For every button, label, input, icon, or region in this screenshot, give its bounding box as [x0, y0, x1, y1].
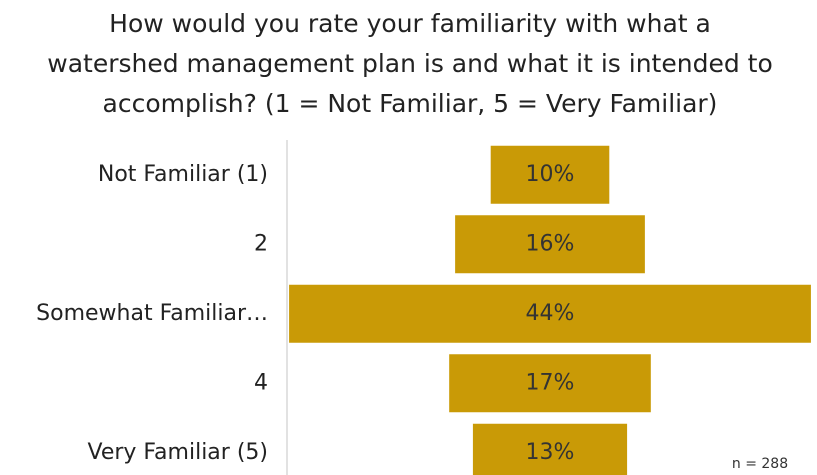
value-label: 10%	[526, 162, 575, 187]
bar	[289, 284, 811, 343]
annotation: n = 288	[732, 456, 788, 472]
value-label: 16%	[526, 231, 575, 256]
chart-title: How would you rate your familiarity with…	[47, 9, 773, 118]
category-label: 4	[254, 370, 268, 395]
category-label: 2	[254, 231, 268, 256]
value-label: 13%	[526, 440, 575, 465]
category-label: Not Familiar (1)	[98, 162, 268, 187]
category-label: Somewhat Familiar…	[36, 301, 268, 326]
value-label: 44%	[526, 301, 575, 326]
bar	[472, 423, 628, 475]
bar	[490, 145, 610, 204]
value-label: 17%	[526, 370, 575, 395]
bar	[455, 215, 645, 274]
category-label: Very Familiar (5)	[87, 440, 268, 465]
bar	[449, 354, 651, 413]
